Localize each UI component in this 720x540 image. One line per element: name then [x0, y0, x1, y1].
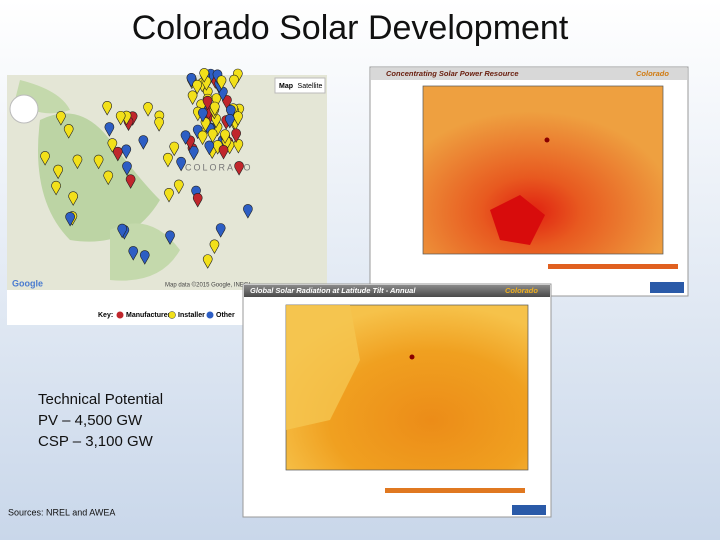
slide-title: Colorado Solar Development: [132, 9, 569, 47]
place-label: COLORADO: [185, 162, 253, 172]
ghi-legend: [385, 488, 525, 493]
key-swatch: [116, 311, 124, 319]
pin: [231, 128, 241, 143]
pin: [154, 117, 164, 132]
ghi-header: [244, 285, 550, 297]
denver-dot: [544, 137, 550, 143]
ghi-title: Global Solar Radiation at Latitude Tilt …: [250, 286, 416, 295]
pin: [207, 128, 218, 144]
pin: [233, 68, 243, 84]
pin: [72, 154, 83, 170]
pin: [115, 111, 126, 126]
google-map: Map Satellite COLORADO Google Map data ©…: [7, 68, 327, 325]
key-item: Installer: [178, 312, 205, 319]
pin: [174, 179, 184, 195]
pin: [56, 111, 66, 126]
pin: [102, 101, 112, 116]
denver-dot: [409, 354, 415, 360]
pin: [122, 161, 132, 176]
pin: [176, 156, 186, 172]
pin: [164, 188, 174, 203]
nrel-logo: [512, 505, 546, 515]
pin: [192, 79, 202, 95]
pin: [197, 130, 208, 146]
pin: [68, 191, 78, 206]
pin: [209, 239, 220, 254]
sources: Sources: NREL and AWEA: [8, 507, 115, 517]
pin: [169, 141, 180, 157]
pin: [204, 140, 215, 156]
pin: [187, 90, 198, 105]
key-label: Key:: [98, 312, 113, 319]
pin: [234, 161, 244, 176]
pin: [198, 107, 208, 123]
pin: [202, 254, 213, 269]
pin: [218, 145, 229, 160]
pin: [128, 246, 139, 261]
pin: [220, 129, 230, 144]
pin: [199, 68, 209, 83]
pin: [191, 185, 201, 201]
pin: [138, 135, 149, 150]
potential-heading: Technical Potential: [38, 391, 163, 408]
potential-line: CSP – 3,100 GW: [38, 433, 154, 450]
pin: [65, 212, 75, 227]
pin: [243, 204, 253, 219]
pin: [125, 174, 136, 189]
pin: [202, 95, 213, 111]
pin: [188, 146, 199, 161]
pin: [93, 154, 104, 170]
key-swatch: [168, 311, 176, 319]
map-button[interactable]: Map: [279, 83, 293, 90]
pin: [53, 164, 63, 180]
csp-state: Colorado: [636, 69, 669, 78]
pin: [163, 152, 173, 168]
pin: [229, 74, 239, 90]
pin: [143, 102, 153, 117]
pin: [103, 170, 114, 186]
key-swatch: [206, 311, 214, 319]
pins: [40, 68, 253, 269]
pin: [215, 223, 226, 238]
pin: [40, 151, 50, 166]
pin: [139, 250, 150, 265]
pin: [180, 130, 191, 145]
pin: [225, 114, 235, 129]
pan-control[interactable]: [9, 94, 39, 124]
pin: [186, 73, 197, 88]
potential-line: PV – 4,500 GW: [38, 412, 143, 429]
ghi-map: Global Solar Radiation at Latitude Tilt …: [242, 283, 552, 518]
pin: [192, 193, 203, 208]
nrel-logo: [650, 282, 684, 293]
satellite-button[interactable]: Satellite: [298, 83, 323, 90]
pin: [165, 230, 175, 245]
google-logo: Google: [12, 278, 43, 288]
key-item: Manufacturer: [126, 312, 171, 319]
ghi-region: [286, 305, 360, 430]
key-item: Other: [216, 312, 235, 319]
pin: [222, 95, 232, 110]
pin: [117, 223, 127, 239]
pin: [216, 75, 227, 90]
ghi-state: Colorado: [505, 286, 538, 295]
map-type-control[interactable]: [274, 77, 326, 94]
csp-state-map: [422, 85, 664, 255]
csp-legend: [548, 264, 678, 269]
pin: [226, 105, 236, 120]
pin: [113, 147, 123, 162]
csp-hotspot: [490, 195, 545, 245]
pin: [63, 124, 74, 139]
pin: [51, 180, 61, 196]
csp-map: Concentrating Solar Power Resource Color…: [369, 66, 689, 297]
pin: [107, 138, 118, 153]
attribution: Map data ©2015 Google, INEGI: [165, 282, 250, 289]
pin: [210, 101, 220, 117]
forest: [38, 113, 160, 242]
csp-header: [371, 68, 687, 80]
csp-title: Concentrating Solar Power Resource: [386, 69, 519, 78]
pin: [104, 122, 115, 137]
